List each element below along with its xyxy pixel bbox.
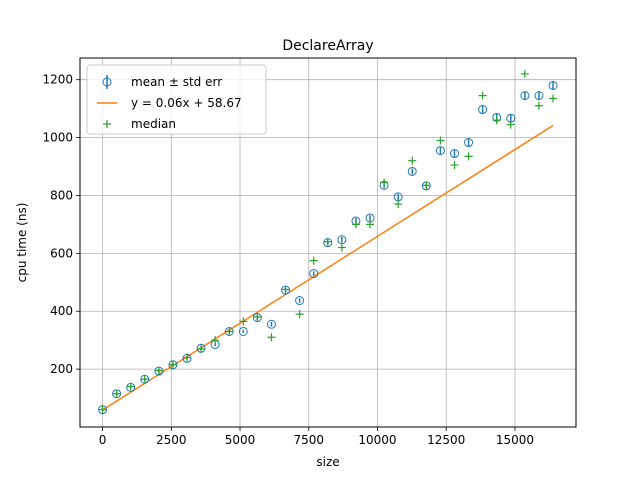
plot-marks	[98, 69, 558, 415]
median-point	[112, 389, 121, 398]
median-point	[211, 336, 220, 345]
median-point	[239, 317, 248, 326]
mean-point	[449, 149, 459, 159]
median-point	[126, 382, 135, 391]
median-point	[168, 360, 177, 369]
median-point	[351, 220, 360, 229]
x-tick-label: 15000	[496, 433, 534, 447]
legend-mean-marker	[102, 77, 112, 87]
median-point	[225, 327, 234, 336]
median-point	[253, 313, 262, 322]
median-point	[492, 116, 501, 125]
median-point	[323, 237, 332, 246]
mean-point	[266, 319, 276, 329]
legend: mean ± std err y = 0.06x + 58.67 median	[86, 64, 267, 135]
median-point	[281, 285, 290, 294]
legend-label: mean ± std err	[131, 75, 222, 89]
median-point	[140, 375, 149, 384]
median-point	[309, 256, 318, 265]
y-tick-label: 1200	[42, 73, 73, 87]
median-point	[534, 101, 543, 110]
mean-point	[464, 138, 474, 148]
median-point	[98, 405, 107, 414]
chart-title: DeclareArray	[282, 38, 373, 54]
mean-point	[478, 105, 488, 115]
x-tick-label: 0	[99, 433, 107, 447]
x-tick-label: 12500	[427, 433, 465, 447]
median-point	[197, 344, 206, 353]
y-tick-label: 400	[50, 304, 73, 318]
legend-median-marker	[103, 120, 111, 128]
median-point	[267, 333, 276, 342]
mean-point	[534, 91, 544, 101]
y-tick-label: 1000	[42, 131, 73, 145]
median-point	[183, 353, 192, 362]
y-tick-label: 600	[50, 246, 73, 260]
x-tick-label: 2500	[156, 433, 187, 447]
median-point	[549, 94, 558, 103]
median-point	[337, 243, 346, 252]
mean-point	[435, 146, 445, 156]
mean-point	[407, 166, 417, 176]
legend-label: y = 0.06x + 58.67	[131, 96, 242, 110]
median-point	[506, 120, 515, 129]
mean-point	[309, 269, 319, 279]
fit-line	[102, 124, 554, 411]
median-point	[436, 136, 445, 145]
median-point	[464, 152, 473, 161]
legend-box	[86, 64, 267, 135]
x-tick-label: 5000	[225, 433, 256, 447]
median-point	[520, 69, 529, 78]
mean-point	[520, 91, 530, 101]
median-point	[422, 181, 431, 190]
median-point	[154, 366, 163, 375]
ticks: 0 2500 5000 7500 10000 12500 15000 200 400 600 800…	[42, 73, 534, 447]
mean-point	[295, 296, 305, 306]
median-point	[366, 220, 375, 229]
mean-point	[548, 80, 558, 90]
legend-label: median	[131, 117, 176, 131]
y-tick-label: 200	[50, 362, 73, 376]
x-tick-label: 10000	[358, 433, 396, 447]
median-point	[478, 91, 487, 100]
median-point	[408, 156, 417, 165]
x-tick-label: 7500	[293, 433, 324, 447]
median-point	[394, 200, 403, 209]
y-axis-label: cpu time (ns)	[15, 203, 29, 283]
y-tick-label: 800	[50, 188, 73, 202]
x-axis-label: size	[316, 455, 339, 469]
plot-frame	[79, 57, 577, 428]
median-point	[380, 178, 389, 187]
median-point	[450, 161, 459, 170]
mean-point	[238, 326, 248, 336]
median-point	[295, 310, 304, 319]
